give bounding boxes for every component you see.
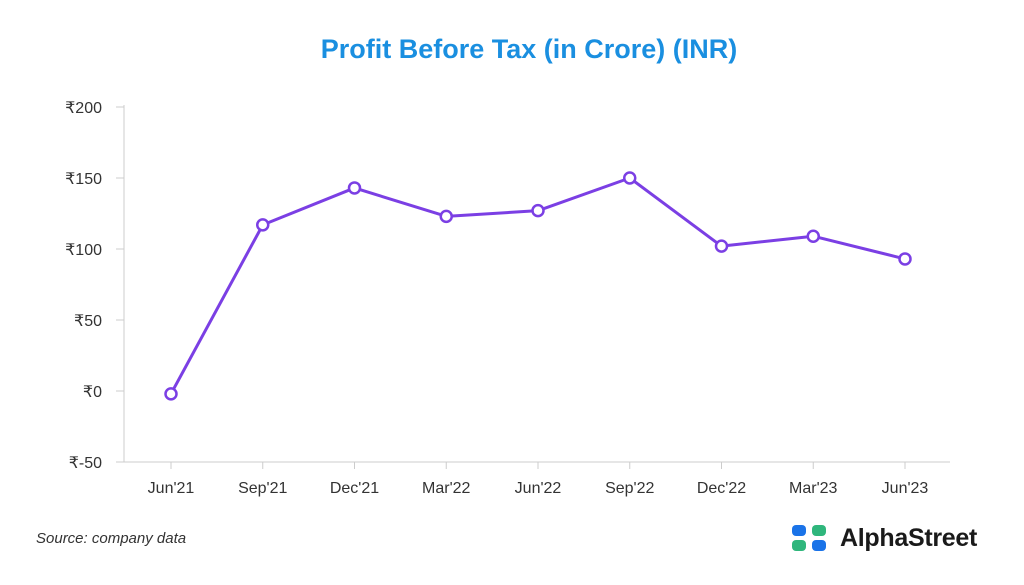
- brand-logo: AlphaStreet: [792, 523, 977, 553]
- x-tick-label: Dec'21: [330, 480, 379, 497]
- x-tick-label: Sep'22: [605, 480, 654, 497]
- x-tick-label: Jun'22: [515, 480, 562, 497]
- y-tick-label: ₹0: [83, 384, 102, 401]
- data-point: [623, 171, 637, 185]
- data-point: [256, 218, 270, 232]
- data-point: [531, 203, 545, 218]
- line-chart: ₹-50 ₹0 ₹50 ₹100 ₹150 ₹200 Jun'21 Sep'21 Dec'21…: [65, 100, 950, 497]
- data-point: [714, 239, 729, 253]
- series-points: [164, 171, 912, 401]
- data-point: [898, 252, 912, 266]
- y-tick-label: ₹-50: [69, 455, 102, 472]
- data-point: [439, 209, 453, 224]
- data-point: [347, 181, 362, 195]
- x-tick-label: Mar'22: [422, 480, 471, 497]
- data-point: [806, 229, 820, 243]
- y-tick-label: ₹100: [65, 242, 102, 259]
- x-tick-label: Mar'23: [789, 480, 838, 497]
- alphastreet-logo-icon: [792, 525, 826, 551]
- x-tick-label: Sep'21: [238, 480, 287, 497]
- chart-title: Profit Before Tax (in Crore) (INR): [320, 34, 738, 64]
- x-tick-label: Dec'22: [697, 480, 746, 497]
- y-tick-label: ₹150: [65, 171, 102, 188]
- x-tick-label: Jun'21: [148, 480, 195, 497]
- x-axis-ticks: Jun'21 Sep'21 Dec'21 Mar'22 Jun'22 Sep'22 Dec'…: [148, 462, 929, 497]
- brand-name: AlphaStreet: [840, 523, 978, 552]
- x-tick-label: Jun'23: [882, 480, 929, 497]
- y-axis-ticks: ₹-50 ₹0 ₹50 ₹100 ₹150 ₹200: [65, 100, 124, 472]
- data-point: [164, 387, 178, 401]
- source-note: Source: company data: [36, 530, 187, 547]
- y-tick-label: ₹50: [74, 313, 102, 330]
- y-tick-label: ₹200: [65, 100, 102, 117]
- chart-axes: [123, 105, 950, 463]
